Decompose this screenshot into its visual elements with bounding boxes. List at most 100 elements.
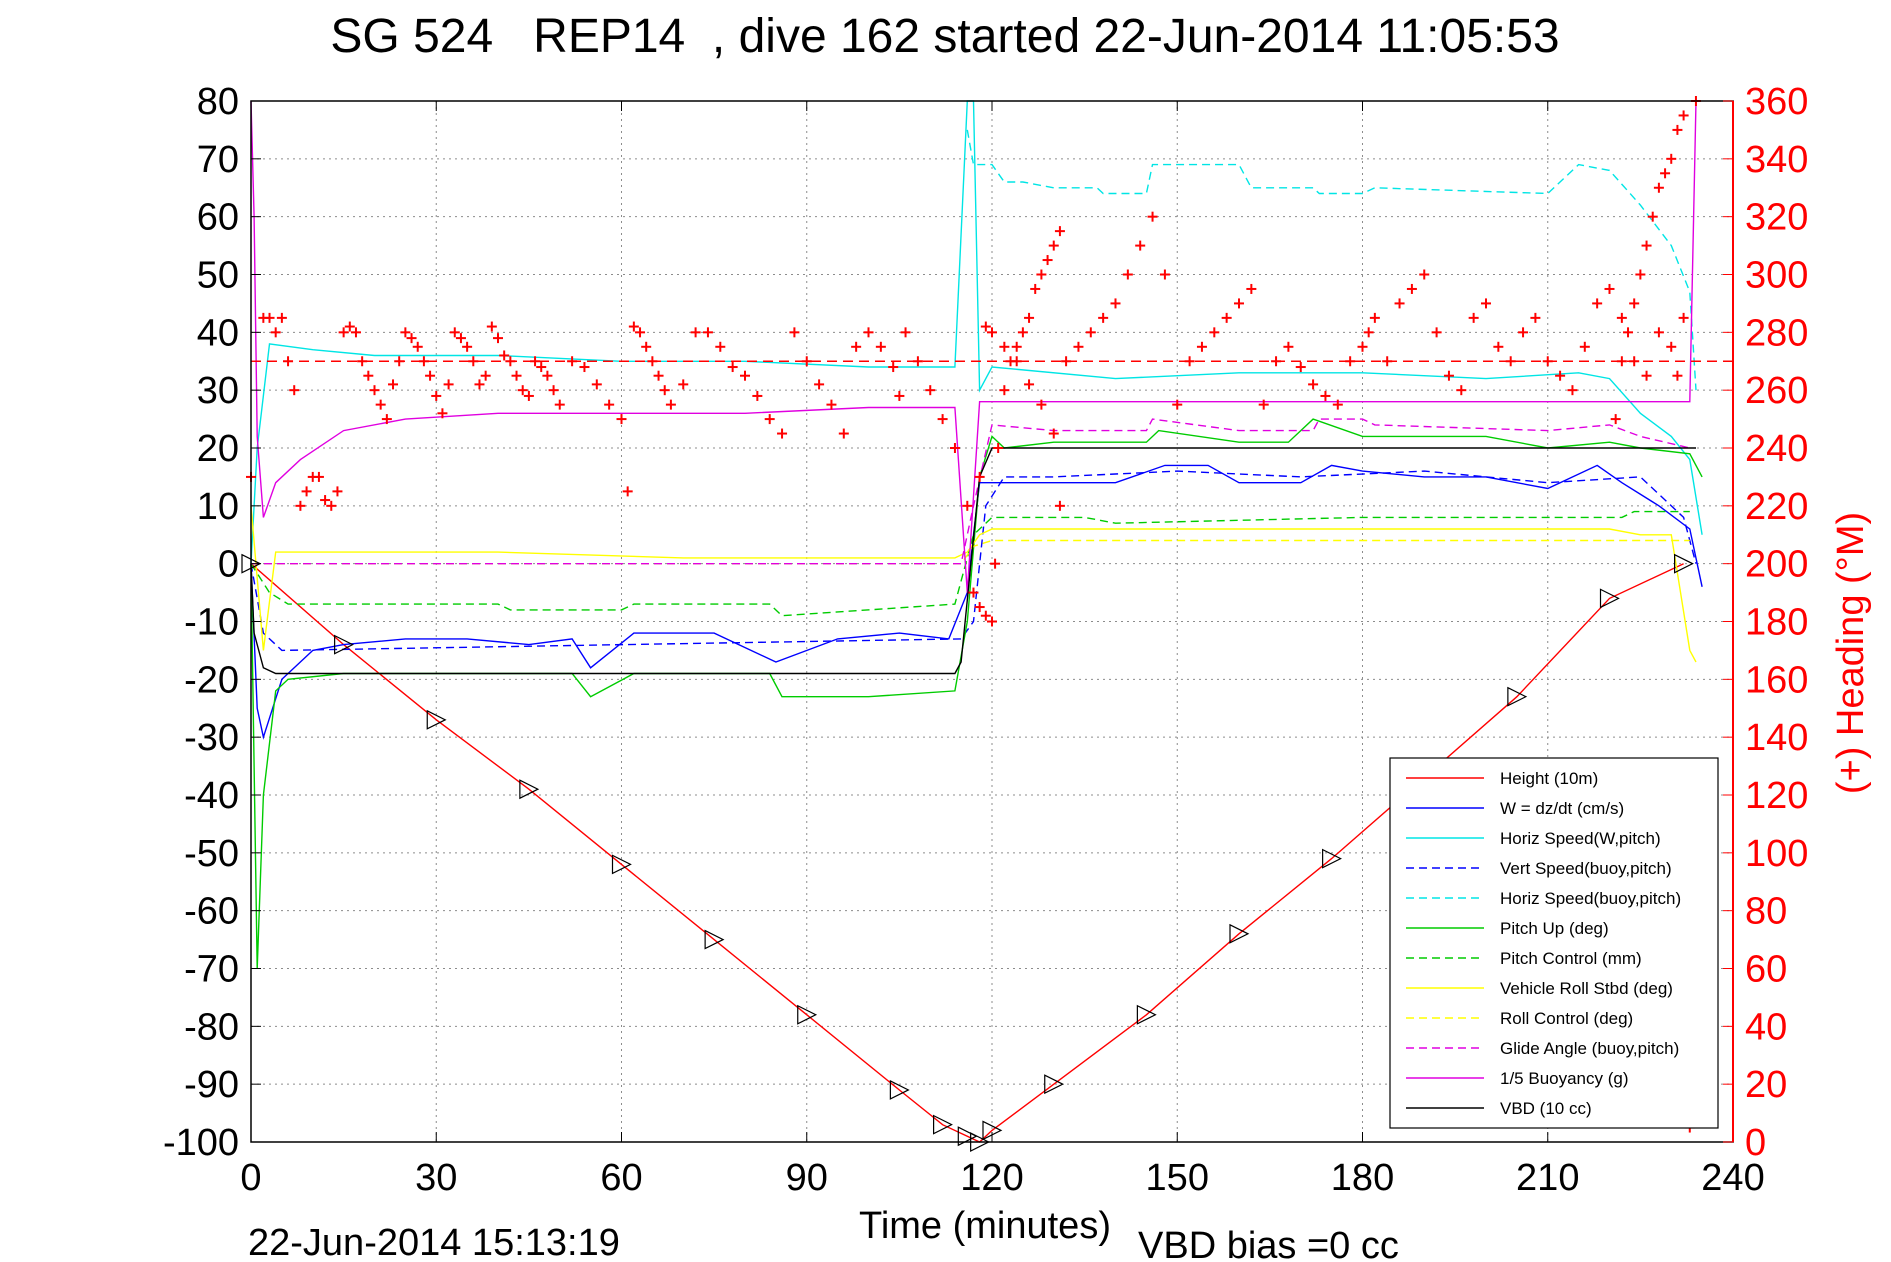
heading-marker	[974, 602, 985, 613]
y-right-tick-label: 340	[1745, 139, 1808, 181]
y-axis-left-ticks: 80 70 60 50 40 30 20 10 0 -10 -20 -30 -40 -50 -60 -70 -8…	[163, 81, 261, 1164]
y-right-tick-label: 80	[1745, 891, 1787, 933]
heading-marker	[1085, 327, 1096, 338]
heading-marker	[1555, 370, 1566, 381]
y-tick-label: -20	[184, 659, 239, 701]
heading-marker	[344, 321, 355, 332]
height-marker	[1136, 1004, 1157, 1025]
heading-marker	[1209, 327, 1220, 338]
legend-entry-1: W = dz/dt (cm/s)	[1500, 799, 1624, 818]
heading-marker	[1678, 312, 1689, 323]
heading-marker	[338, 327, 349, 338]
heading-marker	[1623, 327, 1634, 338]
heading-marker	[357, 356, 368, 367]
heading-marker	[1048, 428, 1059, 439]
x-axis-ticks: 0 30 60 90 120 150 180 210 240	[240, 101, 1765, 1199]
heading-marker	[400, 327, 411, 338]
legend-entry-2: Horiz Speed(W,pitch)	[1500, 829, 1661, 848]
legend-entry-11: VBD (10 cc)	[1500, 1099, 1592, 1118]
heading-marker	[301, 486, 312, 497]
heading-marker	[1518, 327, 1529, 338]
heading-marker	[659, 385, 670, 396]
y-right-tick-label: 200	[1745, 544, 1808, 586]
vbd-bias-label: VBD bias =0 cc	[1138, 1225, 1399, 1262]
chart-title: SG 524 REP14 , dive 162 started 22-Jun-2…	[330, 10, 1559, 63]
heading-marker	[604, 399, 615, 410]
heading-marker	[702, 327, 713, 338]
heading-marker	[363, 370, 374, 381]
heading-marker	[1672, 370, 1683, 381]
y-right-tick-label: 60	[1745, 949, 1787, 991]
heading-marker	[1159, 269, 1170, 280]
y-right-tick-label: 160	[1745, 659, 1808, 701]
heading-marker	[616, 414, 627, 425]
heading-marker	[523, 390, 534, 401]
heading-marker	[548, 385, 559, 396]
height-marker	[932, 1114, 953, 1135]
y-right-tick-label: 40	[1745, 1006, 1787, 1048]
heading-marker	[937, 414, 948, 425]
heading-marker	[1110, 298, 1121, 309]
heading-marker	[1369, 312, 1380, 323]
heading-marker	[1641, 370, 1652, 381]
y-tick-label: -100	[163, 1122, 239, 1164]
heading-marker	[1592, 298, 1603, 309]
height-marker	[797, 1004, 818, 1025]
heading-marker	[1468, 312, 1479, 323]
heading-marker	[1672, 124, 1683, 135]
heading-marker	[863, 327, 874, 338]
heading-marker	[1332, 399, 1343, 410]
heading-marker	[1653, 182, 1664, 193]
heading-marker	[1493, 341, 1504, 352]
heading-marker	[530, 356, 541, 367]
heading-marker	[838, 428, 849, 439]
heading-marker	[980, 610, 991, 621]
heading-marker	[1456, 385, 1467, 396]
y-tick-label: -40	[184, 775, 239, 817]
legend-box	[1389, 757, 1719, 1129]
heading-marker	[554, 399, 565, 410]
height-marker	[519, 779, 540, 800]
heading-marker	[974, 471, 985, 482]
heading-marker	[1443, 370, 1454, 381]
legend-entry-0: Height (10m)	[1500, 769, 1598, 788]
heading-marker	[412, 341, 423, 352]
heading-marker	[641, 341, 652, 352]
heading-marker	[999, 341, 1010, 352]
y-right-tick-label: 360	[1745, 81, 1808, 123]
heading-markers	[246, 96, 1733, 1133]
heading-marker	[647, 356, 658, 367]
heading-marker	[1505, 356, 1516, 367]
heading-marker	[1394, 298, 1405, 309]
y-right-tick-label: 320	[1745, 197, 1808, 239]
y-tick-label: -30	[184, 717, 239, 759]
x-tick-label: 120	[960, 1157, 1023, 1199]
heading-marker	[1579, 341, 1590, 352]
heading-marker	[1530, 312, 1541, 323]
heading-marker	[1647, 211, 1658, 222]
heading-marker	[990, 558, 1001, 569]
heading-marker	[999, 385, 1010, 396]
heading-marker	[462, 341, 473, 352]
legend-entry-3: Vert Speed(buoy,pitch)	[1500, 859, 1672, 878]
height-marker	[889, 1079, 910, 1100]
legend-entry-9: Glide Angle (buoy,pitch)	[1500, 1039, 1679, 1058]
heading-marker	[276, 312, 287, 323]
x-tick-label: 0	[240, 1157, 261, 1199]
legend-entry-4: Horiz Speed(buoy,pitch)	[1500, 889, 1681, 908]
heading-marker	[542, 370, 553, 381]
footer-timestamp: 22-Jun-2014 15:13:19	[248, 1222, 620, 1262]
heading-marker	[635, 327, 646, 338]
height-marker	[426, 709, 447, 730]
heading-marker	[1271, 356, 1282, 367]
heading-marker	[1030, 283, 1041, 294]
series-line-3	[250, 470, 1697, 652]
heading-marker	[320, 495, 331, 506]
heading-marker	[987, 327, 997, 338]
heading-marker	[375, 399, 386, 410]
legend-entry-6: Pitch Control (mm)	[1500, 949, 1642, 968]
heading-marker	[690, 327, 701, 338]
y-right-tick-label: 300	[1745, 255, 1808, 297]
heading-marker	[1184, 356, 1195, 367]
